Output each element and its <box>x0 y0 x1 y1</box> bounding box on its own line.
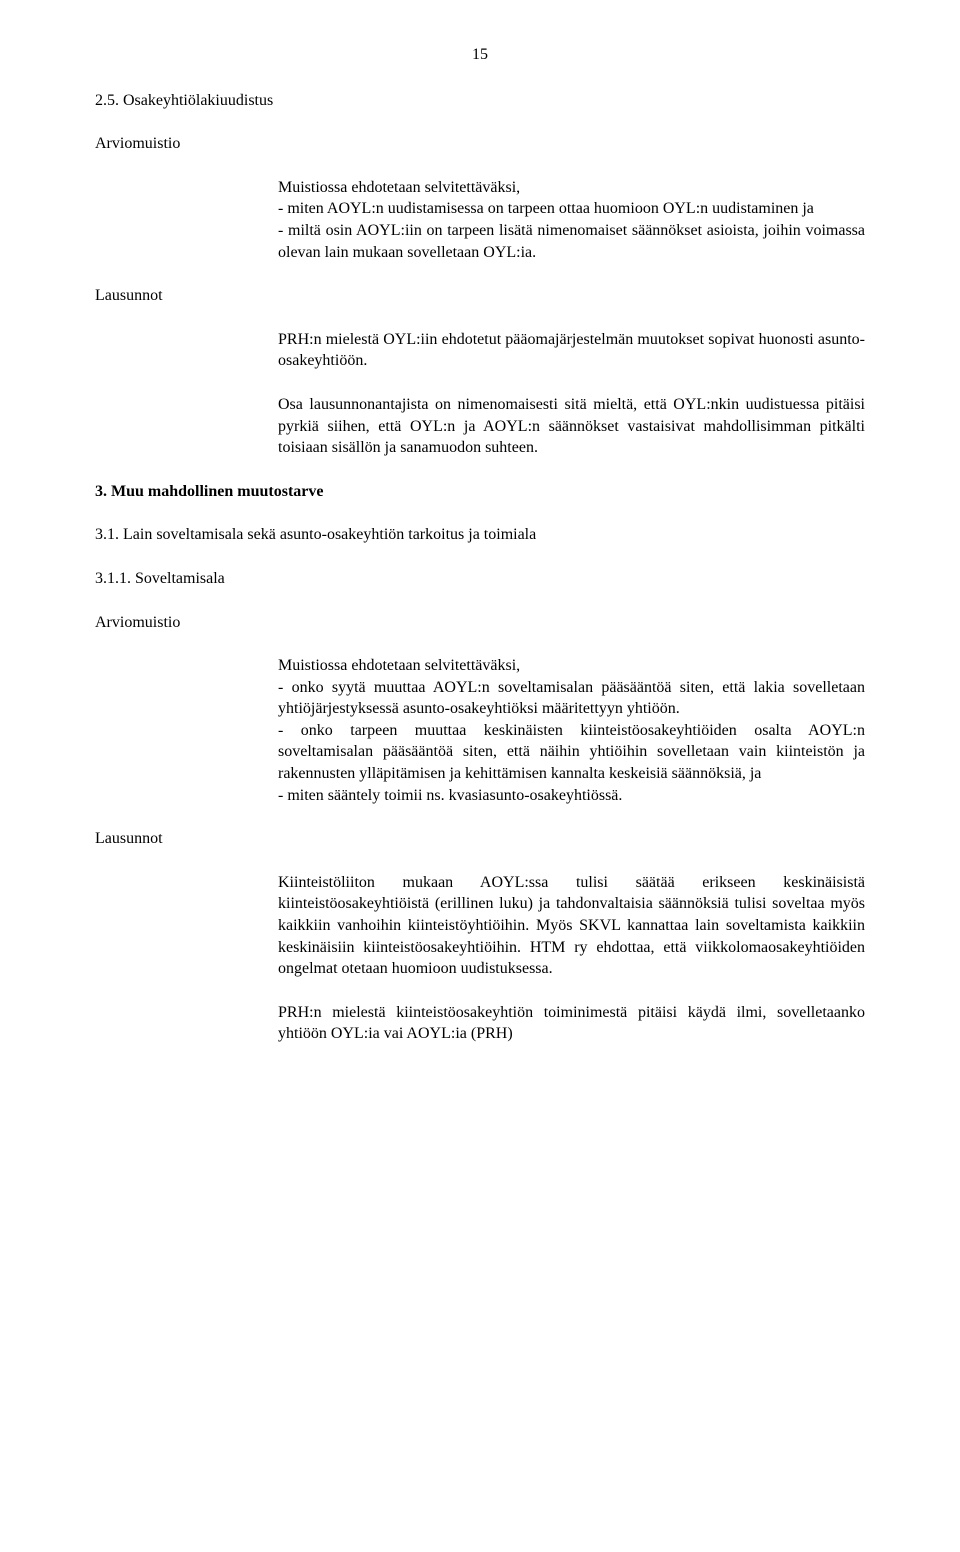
heading-2-5: 2.5. Osakeyhtiölakiuudistus <box>95 90 865 112</box>
arviomuistio-body-1: Muistiossa ehdotetaan selvitettäväksi, -… <box>278 177 865 263</box>
lausunnot-p1-2: Kiinteistöliiton mukaan AOYL:ssa tulisi … <box>278 872 865 980</box>
heading-3: 3. Muu mahdollinen muutostarve <box>95 481 865 503</box>
arviomuistio-body-2: Muistiossa ehdotetaan selvitettäväksi, -… <box>278 655 865 806</box>
page-number: 15 <box>95 44 865 66</box>
lausunnot-label-2: Lausunnot <box>95 828 865 850</box>
heading-3-1-1: 3.1.1. Soveltamisala <box>95 568 865 590</box>
arviomuistio-label-2: Arviomuistio <box>95 612 865 634</box>
lausunnot-p2-2: PRH:n mielestä kiinteistöosakeyhtiön toi… <box>278 1002 865 1045</box>
lausunnot-label-1: Lausunnot <box>95 285 865 307</box>
arviomuistio-label-1: Arviomuistio <box>95 133 865 155</box>
lausunnot-p2-1: Osa lausunnonantajista on nimenomaisesti… <box>278 394 865 459</box>
heading-3-1: 3.1. Lain soveltamisala sekä asunto-osak… <box>95 524 865 546</box>
lausunnot-p1-1: PRH:n mielestä OYL:iin ehdotetut pääomaj… <box>278 329 865 372</box>
